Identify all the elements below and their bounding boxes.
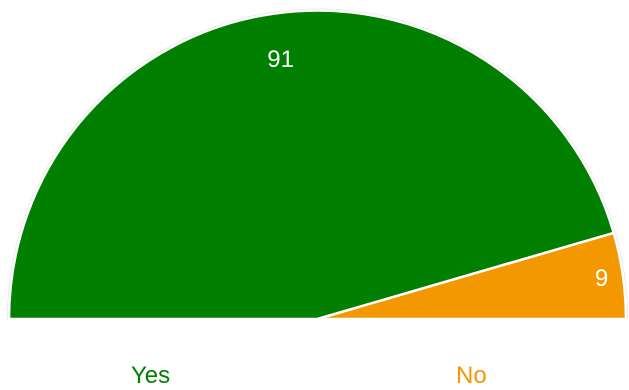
- slice-no[interactable]: [316, 231, 628, 321]
- data-label-no: 9: [595, 265, 608, 292]
- legend-label-no: No: [456, 362, 487, 389]
- slice-yes[interactable]: [7, 9, 615, 321]
- legend-label-yes: Yes: [131, 362, 171, 389]
- data-label-yes: 91: [267, 46, 294, 73]
